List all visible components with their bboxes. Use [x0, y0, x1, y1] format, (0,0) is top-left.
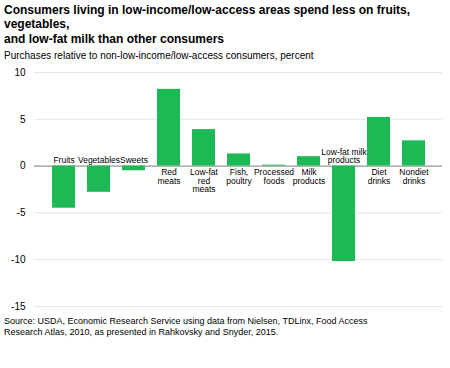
svg-text:Milkproducts: Milkproducts [293, 167, 326, 186]
svg-text:Fruits: Fruits [53, 155, 74, 165]
svg-text:-5: -5 [17, 207, 26, 218]
svg-text:Fish,poultry: Fish,poultry [226, 167, 252, 186]
svg-text:Vegetables: Vegetables [78, 155, 120, 165]
svg-text:-10: -10 [11, 254, 26, 265]
svg-text:Dietdrinks: Dietdrinks [368, 167, 391, 186]
svg-text:0: 0 [20, 160, 26, 171]
html-text:Consumers living in low-income: Consumers living in low-income/low-acces… [4, 3, 411, 46]
svg-text:Low-fatredmeats: Low-fatredmeats [190, 167, 219, 194]
svg-text:Nondietdrinks: Nondietdrinks [399, 167, 429, 186]
svg-text:-15: -15 [11, 301, 26, 312]
svg-text:Processedfoods: Processedfoods [254, 167, 294, 186]
html-text:Source: USDA, Economic Researc: Source: USDA, Economic Research Service … [4, 316, 368, 337]
html-text:Purchases relative to non-low-: Purchases relative to non-low-income/low… [4, 50, 314, 62]
svg-text:5: 5 [20, 114, 26, 125]
svg-text:Sweets: Sweets [120, 155, 148, 165]
svg-text:10: 10 [14, 67, 26, 78]
svg-text:Low-fat milkproducts: Low-fat milkproducts [321, 147, 367, 166]
svg-text:Redmeats: Redmeats [157, 167, 180, 186]
